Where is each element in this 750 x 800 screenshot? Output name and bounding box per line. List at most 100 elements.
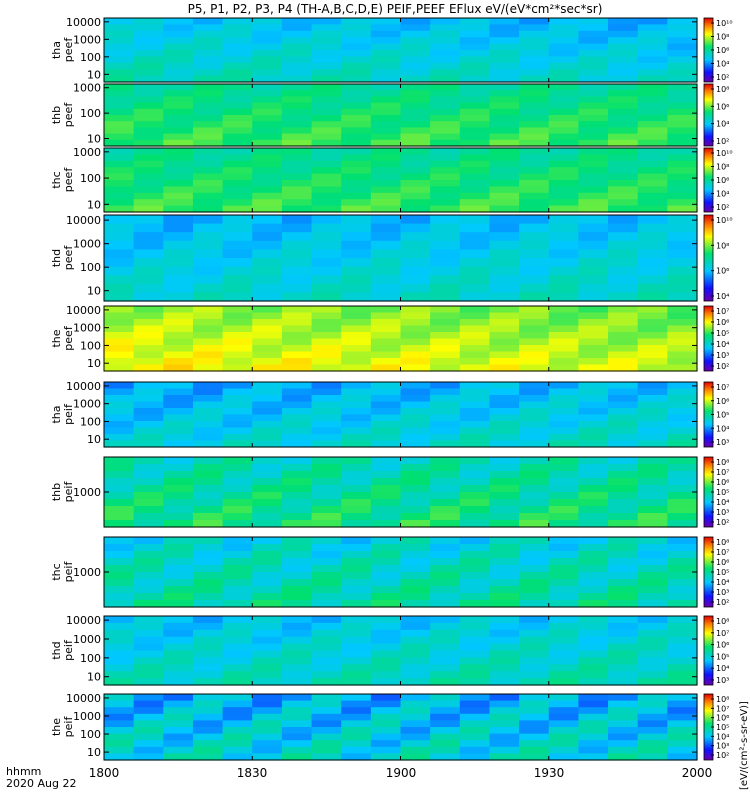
spectrogram-cell <box>608 395 639 403</box>
spectrogram-cell <box>192 499 224 507</box>
spectrogram-cell <box>311 694 342 702</box>
spectrogram-cell <box>281 37 313 45</box>
y-tick-label: 10 <box>87 357 101 370</box>
spectrogram-cell <box>252 616 283 624</box>
spectrogram-cell <box>281 657 313 665</box>
spectrogram-cell <box>548 199 579 207</box>
y-tick-label: 10 <box>87 285 101 298</box>
spectrogram-cell <box>548 388 579 396</box>
y-label-probe: tha <box>50 41 63 59</box>
spectrogram-cell <box>578 84 609 91</box>
spectrogram-cell <box>430 733 461 741</box>
spectrogram-cell <box>519 506 550 514</box>
spectrogram-cell <box>459 733 491 741</box>
y-tick-label: 1000 <box>73 33 101 46</box>
spectrogram-cell <box>281 600 313 608</box>
spectrogram-cell <box>222 700 253 708</box>
spectrogram-cell <box>341 565 372 573</box>
spectrogram-cell <box>341 180 372 187</box>
spectrogram-cell <box>104 551 135 559</box>
spectrogram-cell <box>311 240 342 250</box>
spectrogram-cell <box>608 338 639 346</box>
spectrogram-cell <box>311 388 342 396</box>
spectrogram-cell <box>459 565 491 573</box>
spectrogram-cell <box>578 90 609 97</box>
spectrogram-cell <box>104 325 135 333</box>
spectrogram-cell <box>578 96 609 104</box>
spectrogram-cell <box>252 43 283 51</box>
spectrogram-cell <box>163 154 194 162</box>
spectrogram-cell <box>608 139 639 147</box>
spectrogram-cell <box>104 75 135 83</box>
colorbar-tick-label: 10⁴ <box>716 498 729 507</box>
spectrogram-cell <box>281 283 313 293</box>
spectrogram-cell <box>637 485 668 493</box>
spectrogram-cell <box>489 154 520 162</box>
spectrogram-cell <box>578 50 609 57</box>
spectrogram-cell <box>104 62 135 70</box>
colorbar-tick-label: 10¹⁰ <box>716 216 733 225</box>
spectrogram-cell <box>400 537 431 545</box>
spectrogram-cell <box>222 345 253 353</box>
spectrogram-cell <box>252 572 283 580</box>
spectrogram-cell <box>608 325 639 333</box>
spectrogram-cell <box>370 478 402 486</box>
spectrogram-cell <box>430 121 461 128</box>
spectrogram-cell <box>519 593 550 601</box>
spectrogram-cell <box>519 96 550 104</box>
spectrogram-cell <box>370 275 402 285</box>
spectrogram-cell <box>637 275 668 285</box>
spectrogram-cell <box>430 232 461 242</box>
spectrogram-cell <box>104 678 135 686</box>
spectrogram-cell <box>311 283 342 293</box>
spectrogram-cell <box>430 664 461 672</box>
spectrogram-cell <box>192 395 224 403</box>
spectrogram-cell <box>400 24 431 32</box>
spectrogram-cell <box>400 664 431 672</box>
spectrogram-cell <box>311 358 342 366</box>
spectrogram-cell <box>133 579 164 587</box>
colorbar <box>703 214 714 302</box>
spectrogram-cell <box>281 154 313 162</box>
spectrogram-cell <box>252 102 283 110</box>
spectrogram-cell <box>370 746 402 754</box>
spectrogram-cell <box>667 678 698 686</box>
spectrogram-cell <box>459 358 491 366</box>
spectrogram-cell <box>281 167 313 175</box>
spectrogram-cell <box>667 30 698 38</box>
y-axis-label: thdpeef <box>50 245 75 271</box>
spectrogram-cell <box>104 650 135 658</box>
spectrogram-cell <box>637 565 668 573</box>
spectrogram-cell <box>608 586 639 594</box>
spectrogram-cell <box>370 240 402 250</box>
spectrogram-cell <box>637 694 668 702</box>
spectrogram-cell <box>133 127 164 135</box>
spectrogram-cell <box>459 232 491 242</box>
spectrogram-cell <box>370 223 402 233</box>
spectrogram-cell <box>548 733 579 741</box>
spectrogram-cell <box>252 50 283 57</box>
spectrogram-cell <box>252 382 283 390</box>
spectrogram-cell <box>192 650 224 658</box>
spectrogram-cell <box>400 457 431 465</box>
spectrogram-cell <box>311 312 342 320</box>
spectrogram-cell <box>133 586 164 594</box>
spectrogram-cell <box>252 345 283 353</box>
spectrogram-cell <box>430 24 461 32</box>
spectrogram-cell <box>252 186 283 194</box>
colorbar-tick-label: 10⁴ <box>716 292 729 301</box>
spectrogram-cell <box>430 148 461 155</box>
spectrogram-cell <box>400 421 431 429</box>
spectrogram-cell <box>578 427 609 435</box>
spectrogram-cell <box>667 312 698 320</box>
colorbar-units-label: [eV/(cm²-s-sr-eV)] <box>739 701 750 790</box>
spectrogram-cell <box>341 520 372 528</box>
spectrogram-cell <box>281 629 313 638</box>
spectrogram-cell <box>192 345 224 353</box>
spectrogram-cell <box>667 558 698 566</box>
spectrogram-cell <box>370 50 402 57</box>
spectrogram-cell <box>311 69 342 77</box>
spectrogram-cell <box>667 565 698 573</box>
spectrogram-cell <box>430 657 461 665</box>
